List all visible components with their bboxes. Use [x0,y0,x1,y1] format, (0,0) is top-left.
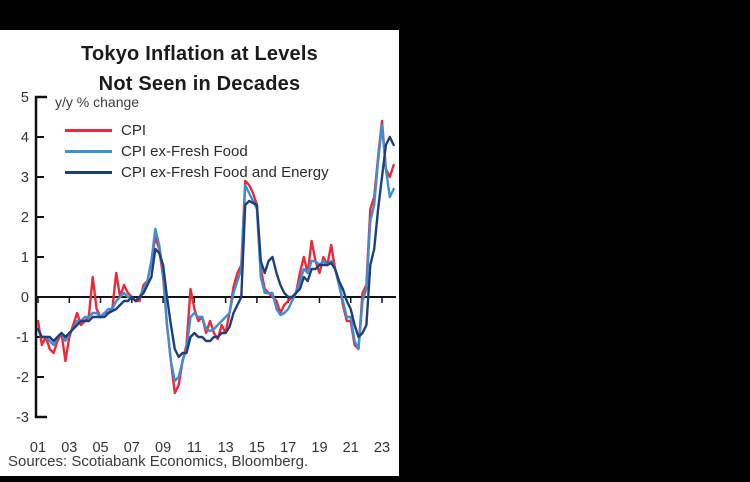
legend-line-sample-cpi-ex-fresh-food-energy [65,171,112,174]
x-tick-label: 09 [155,440,171,456]
legend-item-cpi: CPI [65,120,329,141]
y-tick-label: 0 [21,290,29,306]
legend-label-cpi: CPI [121,122,147,139]
series-line-cpi-ex-fresh-food-and-energy [36,135,395,359]
x-tick-label: 05 [92,440,108,456]
x-tick-label: 01 [30,440,46,456]
legend-item-cpi-ex-fresh-food-energy: CPI ex-Fresh Food and Energy [65,162,329,183]
y-axis-unit-label: y/y % change [55,94,140,110]
y-tick-label: 4 [21,130,29,146]
x-tick-label: 19 [311,440,327,456]
chart-title-line-1: Tokyo Inflation at Levels [81,43,318,65]
legend: CPI CPI ex-Fresh Food CPI ex-Fresh Food … [65,120,329,183]
x-tick-label: 07 [124,440,140,456]
x-tick-label: 13 [218,440,234,456]
legend-label-cpi-ex-fresh-food: CPI ex-Fresh Food [121,143,248,160]
y-tick-label: 5 [21,90,29,106]
legend-line-sample-cpi-ex-fresh-food [65,150,112,153]
y-tick-label: 2 [21,210,29,226]
chart-title-line-2: Not Seen in Decades [98,73,301,95]
y-tick-label: 1 [21,250,29,266]
x-tick-label: 15 [249,440,265,456]
source-note: Sources: Scotiabank Economics, Bloomberg… [8,453,309,470]
y-tick-label: 3 [21,170,29,186]
x-tick-label: 03 [61,440,77,456]
x-tick-label: 21 [343,440,359,456]
x-tick-label: 17 [280,440,296,456]
y-tick-label: -3 [16,410,29,426]
legend-label-cpi-ex-fresh-food-energy: CPI ex-Fresh Food and Energy [121,164,329,181]
x-tick-label: 23 [374,440,390,456]
legend-line-sample-cpi [65,129,112,132]
y-tick-label: -1 [16,330,29,346]
x-tick-label: 11 [187,440,202,456]
legend-item-cpi-ex-fresh-food: CPI ex-Fresh Food [65,141,329,162]
chart-title: Tokyo Inflation at Levels Not Seen in De… [0,39,399,99]
chart-panel: Tokyo Inflation at Levels Not Seen in De… [0,30,399,476]
y-tick-label: -2 [16,370,29,386]
